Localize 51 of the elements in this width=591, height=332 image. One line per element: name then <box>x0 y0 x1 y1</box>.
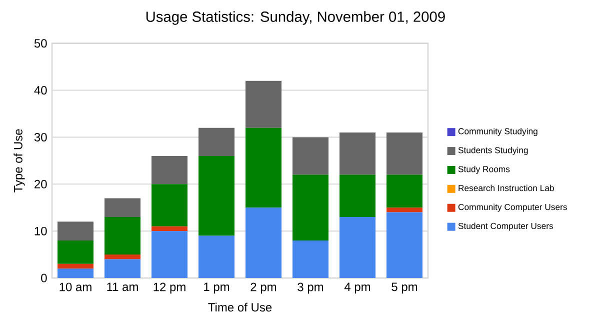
legend-label: Students Studying <box>458 146 528 155</box>
y-tick-label: 30 <box>34 132 47 142</box>
bar <box>152 226 188 232</box>
bar <box>104 259 140 278</box>
bar <box>104 254 140 260</box>
bar <box>246 128 282 208</box>
legend-label: Community Computer Users <box>458 204 567 212</box>
bar <box>58 240 94 264</box>
bar <box>292 137 328 175</box>
bar <box>386 208 422 212</box>
legend-label: Research Instruction Lab <box>458 184 554 192</box>
bar <box>292 174 328 240</box>
bar <box>152 231 188 278</box>
chart-title: Usage Statistics: Sunday, November 01, 2009 <box>146 11 445 25</box>
legend-label: Study Rooms <box>458 166 510 174</box>
bar <box>340 174 376 217</box>
bar <box>152 156 188 184</box>
bar <box>246 208 282 278</box>
bar <box>152 184 188 226</box>
bar <box>292 240 328 278</box>
x-tick-label: 4 pm <box>344 282 370 294</box>
bar <box>198 236 235 278</box>
y-axis-title: Type of Use <box>14 129 25 192</box>
x-tick-label: 10 am <box>60 282 92 292</box>
bar <box>58 268 94 278</box>
legend-label: Student Computer Users <box>458 222 554 231</box>
bar <box>104 216 140 255</box>
legend-label: Community Studying <box>458 128 538 136</box>
bar <box>104 198 140 217</box>
x-tick-label: 5 pm <box>392 282 418 294</box>
bar <box>386 132 422 175</box>
bar <box>386 212 422 278</box>
bar <box>386 174 422 208</box>
bar <box>58 264 94 269</box>
bar <box>58 222 94 240</box>
x-axis-title: Time of Use <box>208 302 272 312</box>
bar <box>340 132 376 175</box>
y-tick-label: 40 <box>34 86 47 95</box>
x-tick-label: 3 pm <box>298 282 324 294</box>
x-tick-label: 1 pm <box>204 282 230 294</box>
y-tick-label: 10 <box>34 226 47 236</box>
bar <box>198 128 235 156</box>
bar <box>246 80 282 128</box>
y-tick-label: 0 <box>41 274 47 282</box>
y-tick-label: 20 <box>34 180 47 188</box>
x-tick-label: 2 pm <box>250 282 276 294</box>
bar <box>198 156 235 236</box>
y-tick-label: 50 <box>34 39 47 48</box>
x-tick-label: 12 pm <box>154 282 186 294</box>
x-tick-label: 11 am <box>107 282 138 292</box>
bar <box>340 216 376 278</box>
